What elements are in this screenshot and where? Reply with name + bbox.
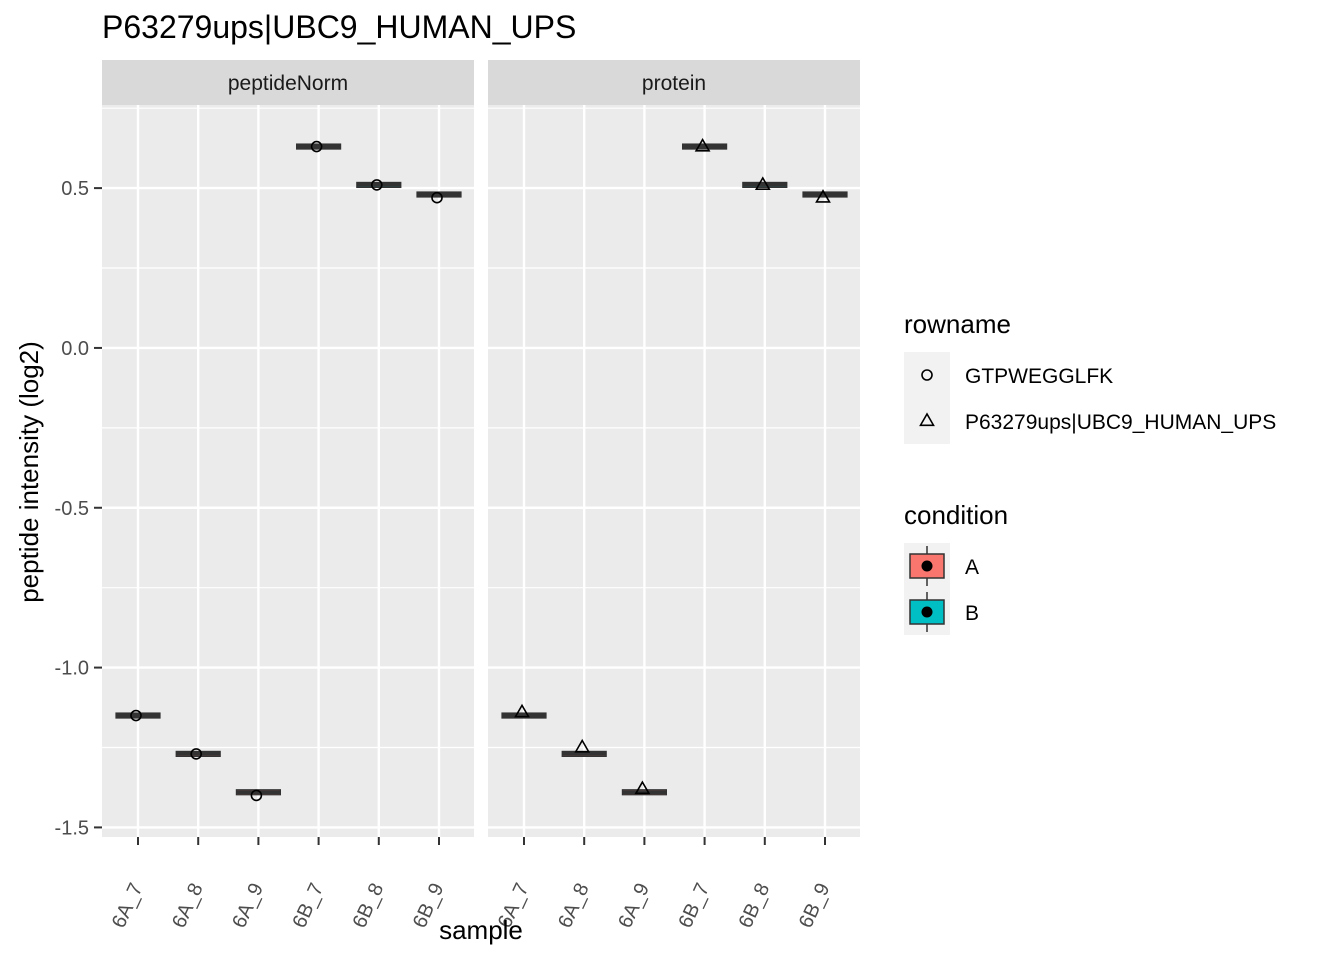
legend-key-circle — [921, 369, 933, 381]
data-point — [754, 176, 771, 190]
y-tick-label: -0.5 — [55, 498, 89, 520]
x-tick-label: 6A_8 — [554, 880, 594, 932]
data-point — [694, 137, 711, 152]
x-tick-label: 6B_8 — [349, 880, 389, 932]
facet-panels: peptideNorm 6A_7 6A_8 6A_9 6B_7 6B_8 6B_9 prote… — [102, 60, 860, 931]
y-axis: -1.5 -1.0 -0.5 0.0 0.5 — [55, 178, 102, 839]
data-point — [190, 748, 202, 760]
chart-title: P63279ups|UBC9_HUMAN_UPS — [102, 9, 576, 45]
y-tick-label: -1.5 — [55, 817, 89, 839]
panel-background — [102, 105, 474, 837]
facet-strip — [102, 60, 474, 105]
legend-title-rowname: rowname — [904, 309, 1011, 339]
legend-label: GTPWEGGLFK — [965, 365, 1113, 388]
facet-strip-label: peptideNorm — [228, 72, 348, 95]
x-tick-label: 6A_8 — [168, 880, 208, 932]
y-tick-label: 0.0 — [61, 338, 89, 360]
x-axis-label: sample — [439, 915, 523, 945]
y-tick-label: 0.5 — [61, 178, 89, 200]
legend-label: B — [965, 602, 979, 625]
x-tick-label: 6B_8 — [735, 880, 775, 932]
data-point — [130, 709, 142, 722]
x-tick-label: 6A_7 — [108, 880, 148, 932]
data-point — [431, 191, 443, 204]
legend-key-dot — [921, 560, 933, 572]
x-tick-label: 6B_7 — [674, 880, 714, 932]
panel-background — [488, 105, 860, 837]
data-point — [815, 189, 831, 203]
legend-label: A — [965, 556, 979, 579]
x-tick-label: 6B_9 — [795, 880, 835, 932]
facet-strip-label: protein — [642, 72, 706, 95]
data-point — [514, 703, 530, 718]
legend-key-background — [904, 352, 950, 398]
legend: rowname GTPWEGGLFK P63279ups|UBC9_HUMAN_UP… — [904, 309, 1276, 635]
data-point — [370, 179, 383, 191]
legend-key-triangle — [919, 412, 935, 427]
data-point — [574, 738, 591, 753]
data-point — [310, 140, 323, 153]
y-axis-label: peptide intensity (log2) — [14, 341, 44, 603]
x-tick-label: 6A_9 — [614, 880, 654, 932]
y-tick-label: -1.0 — [55, 658, 89, 680]
data-point — [250, 789, 263, 802]
facet-strip — [488, 60, 860, 105]
legend-key-dot — [921, 606, 933, 618]
x-tick-label: 6B_7 — [288, 880, 328, 932]
legend-key-background — [904, 398, 950, 444]
x-tick-label: 6A_9 — [228, 880, 268, 932]
legend-title-condition: condition — [904, 500, 1008, 530]
legend-label: P63279ups|UBC9_HUMAN_UPS — [965, 411, 1276, 434]
data-point — [634, 780, 651, 795]
